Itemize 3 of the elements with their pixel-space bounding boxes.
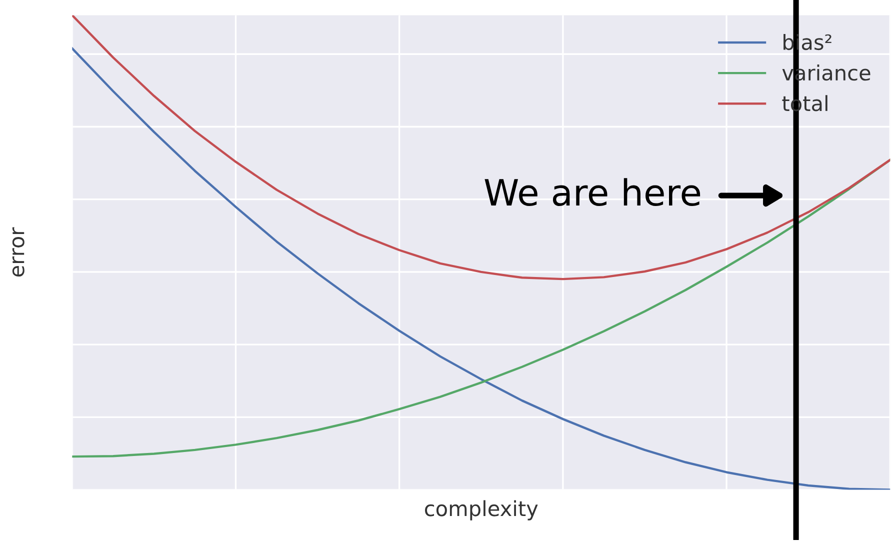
x-axis-title: complexity — [425, 500, 538, 520]
y-axis-title: error — [12, 227, 24, 277]
annotation: We are here — [484, 178, 700, 206]
